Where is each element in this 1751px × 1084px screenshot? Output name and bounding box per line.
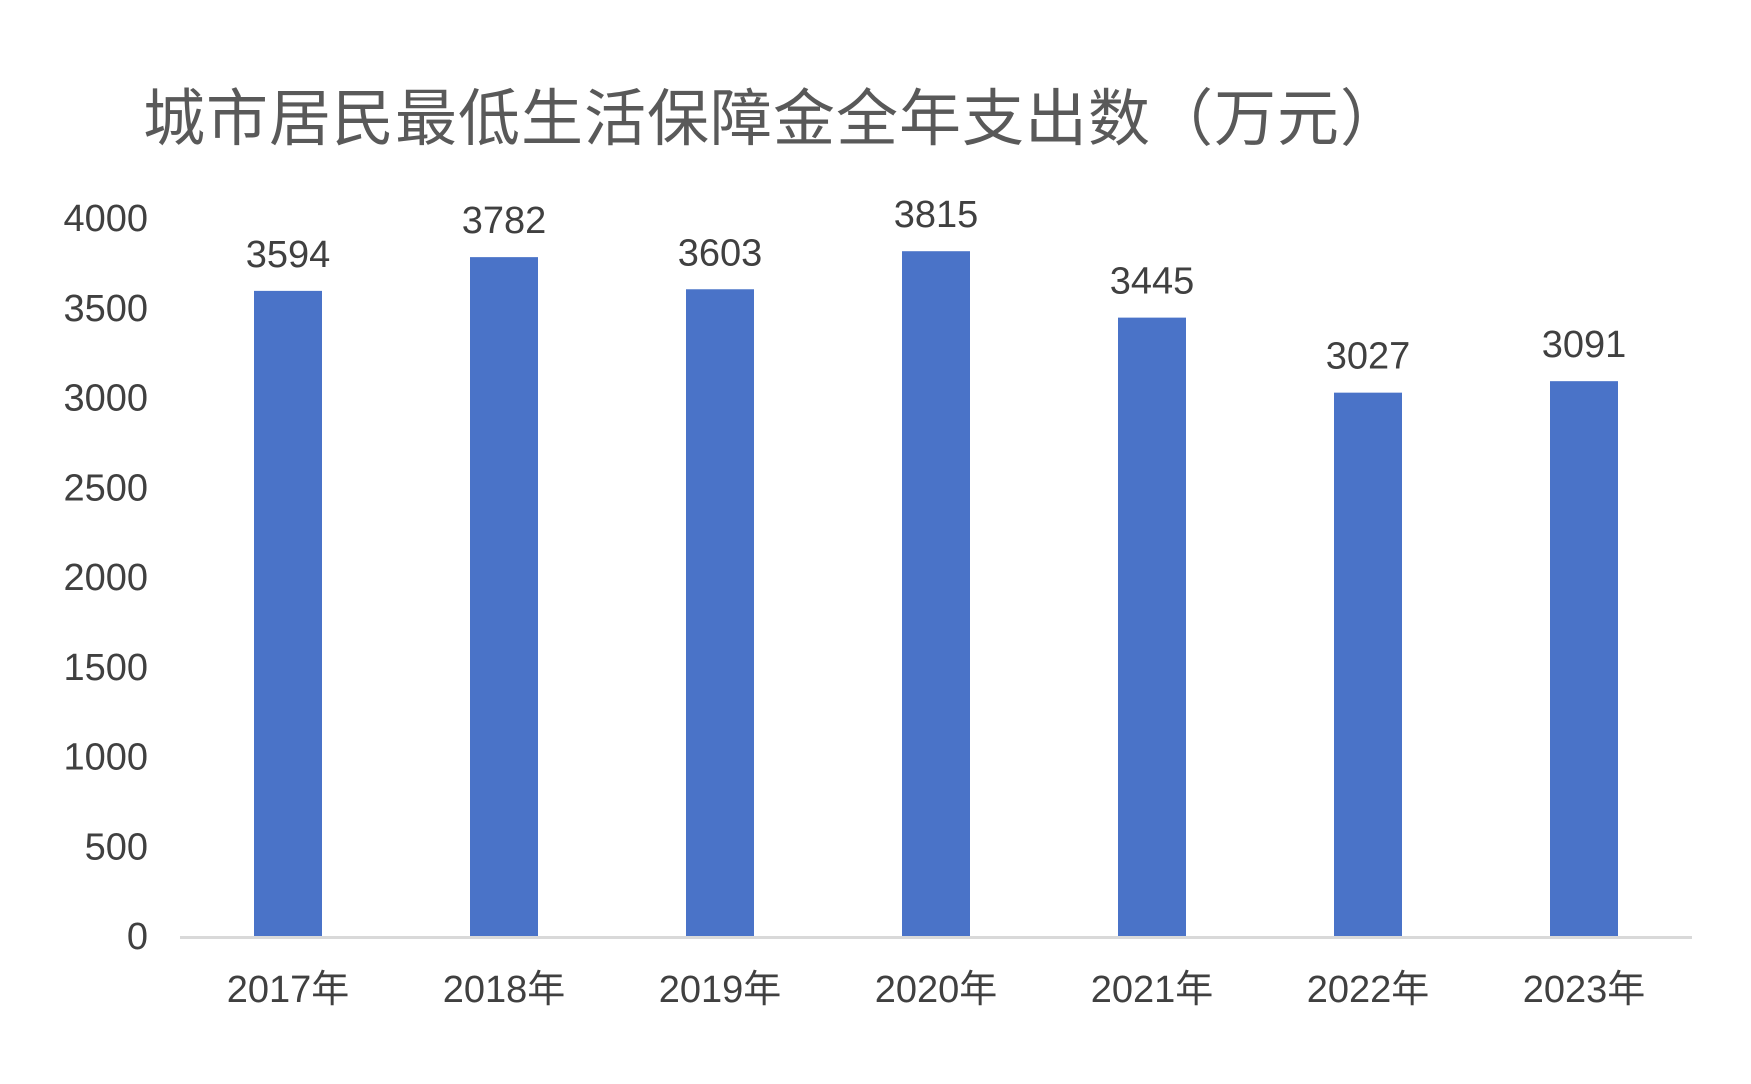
data-label: 3782 xyxy=(462,200,547,242)
data-label: 3091 xyxy=(1542,324,1627,366)
x-tick-label: 2017年 xyxy=(227,969,350,1011)
data-label: 3027 xyxy=(1326,336,1411,378)
data-label: 3445 xyxy=(1110,261,1195,303)
bar xyxy=(686,289,754,937)
data-label: 3594 xyxy=(246,234,331,276)
y-tick-label: 2500 xyxy=(63,467,148,509)
bar xyxy=(1550,381,1618,936)
x-tick-label: 2019年 xyxy=(659,969,782,1011)
x-tick-label: 2020年 xyxy=(875,969,998,1011)
y-tick-label: 500 xyxy=(85,826,148,868)
bar xyxy=(1118,317,1186,936)
x-tick-label: 2023年 xyxy=(1523,969,1646,1011)
y-tick-label: 2000 xyxy=(63,557,148,599)
data-label: 3815 xyxy=(894,194,979,236)
bar xyxy=(1334,392,1402,936)
x-tick-label: 2022年 xyxy=(1307,969,1430,1011)
y-tick-label: 1000 xyxy=(63,737,148,779)
y-tick-label: 4000 xyxy=(63,198,148,240)
y-tick-label: 3000 xyxy=(63,378,148,420)
data-label: 3603 xyxy=(678,232,763,274)
x-tick-label: 2021年 xyxy=(1091,969,1214,1011)
bar xyxy=(902,251,970,936)
chart-title: 城市居民最低生活保障金全年支出数（万元） xyxy=(142,82,1403,155)
bar xyxy=(470,257,538,937)
data-labels-group: 3594 3782 3603 3815 3445 3027 3091 xyxy=(246,194,1627,377)
y-axis-ticks: 0 500 1000 1500 2000 2500 3000 3500 4000 xyxy=(63,198,148,958)
y-tick-label: 3500 xyxy=(63,288,148,330)
x-tick-label: 2018年 xyxy=(443,969,566,1011)
bars-group xyxy=(254,251,1618,937)
x-axis-ticks: 2017年 2018年 2019年 2020年 2021年 2022年 2023年 xyxy=(227,969,1646,1011)
y-tick-label: 0 xyxy=(127,916,148,958)
bar xyxy=(254,290,322,936)
y-tick-label: 1500 xyxy=(63,647,148,689)
